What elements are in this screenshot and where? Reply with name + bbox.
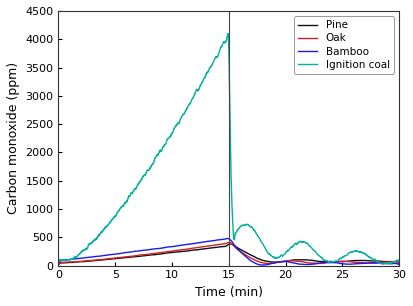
Bamboo xyxy=(56,261,61,265)
Oak xyxy=(226,241,231,244)
Bamboo xyxy=(396,263,401,267)
Oak xyxy=(183,248,188,251)
Bamboo xyxy=(195,241,200,245)
Bamboo xyxy=(197,241,202,244)
Ignition coal xyxy=(195,89,200,92)
Bamboo xyxy=(289,261,294,264)
Bamboo xyxy=(76,257,81,260)
Pine xyxy=(129,255,134,259)
Ignition coal xyxy=(396,260,401,264)
Ignition coal xyxy=(225,32,230,35)
Ignition coal xyxy=(183,108,188,112)
Ignition coal xyxy=(197,87,202,91)
Ignition coal xyxy=(56,261,61,264)
Oak xyxy=(76,260,81,263)
Ignition coal xyxy=(382,262,387,266)
Line: Ignition coal: Ignition coal xyxy=(59,34,399,264)
Bamboo xyxy=(183,243,188,246)
Oak xyxy=(289,259,294,263)
Bamboo xyxy=(225,237,230,240)
Pine xyxy=(183,249,188,253)
Pine xyxy=(229,242,234,246)
Ignition coal xyxy=(129,192,134,196)
Ignition coal xyxy=(76,254,81,257)
Pine xyxy=(195,248,200,252)
Line: Oak: Oak xyxy=(59,243,399,264)
Pine xyxy=(396,262,401,265)
Oak xyxy=(197,245,202,249)
Pine xyxy=(289,259,294,262)
Pine xyxy=(197,248,202,251)
Bamboo xyxy=(261,263,266,267)
Bamboo xyxy=(129,250,134,254)
Ignition coal xyxy=(289,246,294,249)
Pine xyxy=(56,262,61,266)
Oak xyxy=(195,246,200,249)
Pine xyxy=(76,260,81,264)
Oak xyxy=(129,255,134,258)
X-axis label: Time (min): Time (min) xyxy=(195,286,263,299)
Line: Pine: Pine xyxy=(59,244,399,264)
Line: Bamboo: Bamboo xyxy=(59,238,399,265)
Oak xyxy=(396,262,401,265)
Oak xyxy=(56,262,61,266)
Y-axis label: Carbon monoxide (ppm): Carbon monoxide (ppm) xyxy=(7,62,20,215)
Legend: Pine, Oak, Bamboo, Ignition coal: Pine, Oak, Bamboo, Ignition coal xyxy=(294,16,394,74)
